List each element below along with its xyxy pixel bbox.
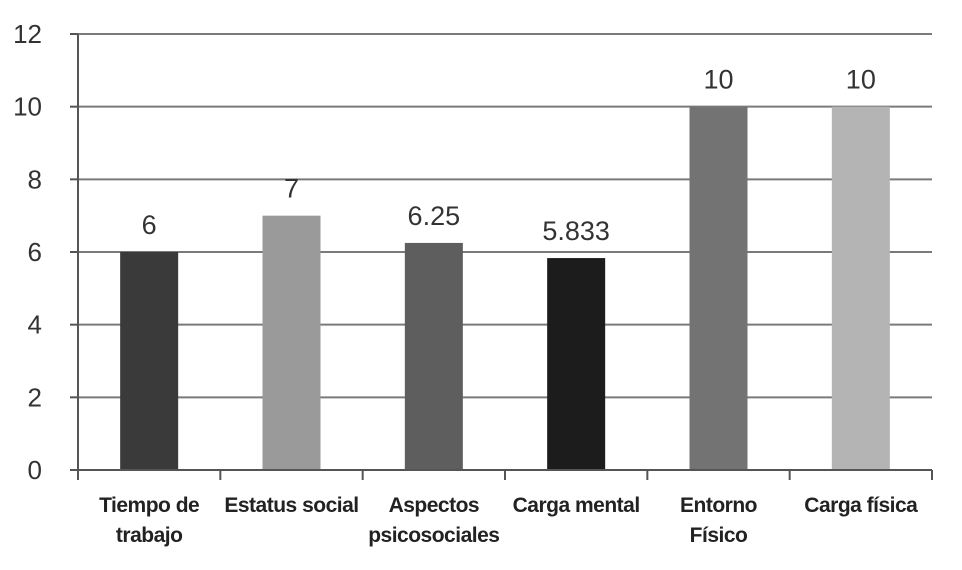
category-label: trabajo xyxy=(116,524,183,547)
bar-value-label: 10 xyxy=(703,65,733,95)
bar xyxy=(689,106,748,471)
bar-value-label: 6 xyxy=(142,210,157,240)
category-label: Carga física xyxy=(804,494,918,517)
y-axis-tick-labels: 0 2 4 6 8 10 12 xyxy=(13,19,42,485)
y-tick-label: 0 xyxy=(28,455,42,485)
category-label: Físico xyxy=(690,524,748,547)
y-tick-label: 2 xyxy=(28,382,42,412)
gridlines xyxy=(78,33,932,471)
bars xyxy=(120,106,890,471)
category-label: Entorno xyxy=(680,494,757,517)
axes xyxy=(70,33,933,480)
value-labels: 6 7 6.25 5.833 10 10 xyxy=(142,65,876,246)
y-tick-label: 12 xyxy=(13,19,42,49)
x-axis-category-labels: Tiempo de trabajo Estatus social Aspectos ps… xyxy=(99,494,919,547)
bar-value-label: 10 xyxy=(846,65,876,95)
category-label: psicosociales xyxy=(368,524,499,547)
category-label: Aspectos xyxy=(389,494,480,517)
bar-value-label: 5.833 xyxy=(542,216,610,246)
bar-value-label: 6.25 xyxy=(408,201,461,231)
bar xyxy=(262,215,321,470)
bar xyxy=(547,258,606,470)
category-label: Estatus social xyxy=(224,494,358,517)
bar-value-label: 7 xyxy=(284,174,299,204)
category-label: Tiempo de xyxy=(99,494,199,517)
bar xyxy=(404,242,463,470)
bar xyxy=(831,106,890,471)
bar xyxy=(120,252,179,470)
y-tick-label: 8 xyxy=(28,164,42,194)
y-tick-label: 6 xyxy=(28,237,42,267)
y-tick-label: 10 xyxy=(13,92,42,122)
y-tick-label: 4 xyxy=(28,310,42,340)
category-label: Carga mental xyxy=(513,494,640,517)
